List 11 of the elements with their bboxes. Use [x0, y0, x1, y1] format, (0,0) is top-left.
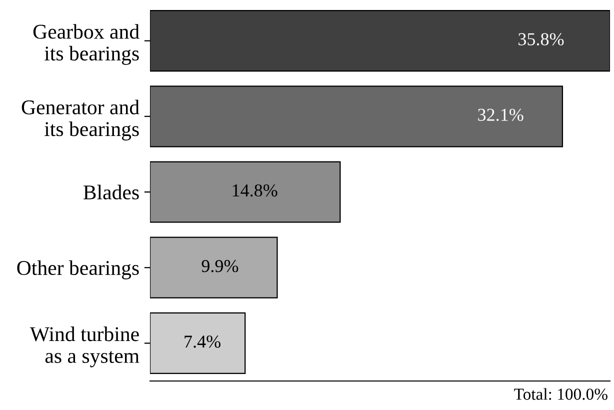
y-tick-label: Generator and its bearings: [22, 100, 140, 140]
text: Total: 100.0%: [514, 388, 608, 400]
data-label: 7.4%: [184, 336, 220, 348]
y-tick-label: Other bearings: [17, 260, 139, 280]
y-tick-label: Blades: [83, 184, 139, 200]
data-label: 14.8%: [232, 184, 278, 197]
data-label: 9.9%: [202, 260, 238, 272]
data-label: 35.8%: [518, 33, 564, 46]
data-label: 32.1%: [478, 108, 524, 121]
y-tick-label: Gearbox and its bearings: [33, 24, 140, 65]
y-tick-label: Wind turbine as a system: [30, 326, 140, 368]
